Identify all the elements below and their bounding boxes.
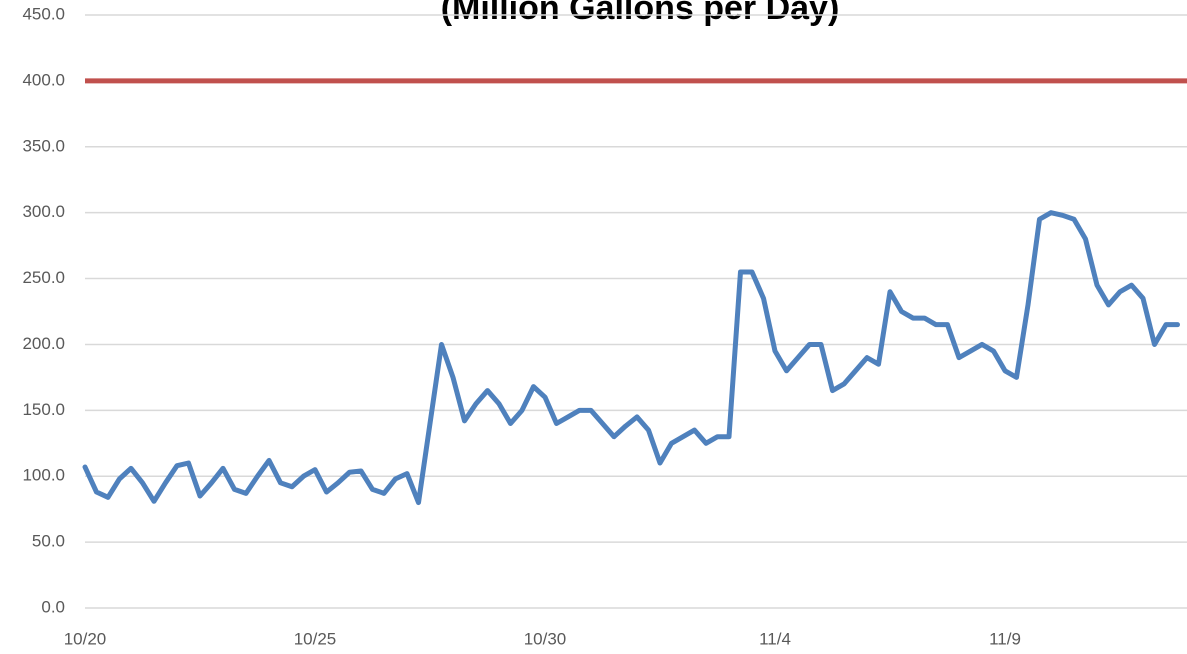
y-tick-label: 150.0	[22, 400, 65, 419]
y-tick-label: 250.0	[22, 268, 65, 287]
y-tick-label: 400.0	[22, 70, 65, 89]
data-line	[82, 210, 1180, 506]
y-tick-label: 100.0	[22, 466, 65, 485]
y-tick-label: 450.0	[22, 4, 65, 23]
x-tick-label: 11/4	[759, 629, 791, 648]
x-tick-label: 10/30	[524, 629, 567, 648]
y-tick-label: 350.0	[22, 136, 65, 155]
x-tick-label: 11/9	[989, 629, 1021, 648]
y-tick-label: 0.0	[41, 597, 65, 616]
chart-title: (Million Gallons per Day)	[441, 0, 840, 27]
x-tick-label: 10/25	[294, 629, 337, 648]
x-tick-label: 10/20	[64, 629, 107, 648]
y-tick-label: 300.0	[22, 202, 65, 221]
y-tick-label: 200.0	[22, 334, 65, 353]
y-tick-label: 50.0	[32, 532, 65, 551]
